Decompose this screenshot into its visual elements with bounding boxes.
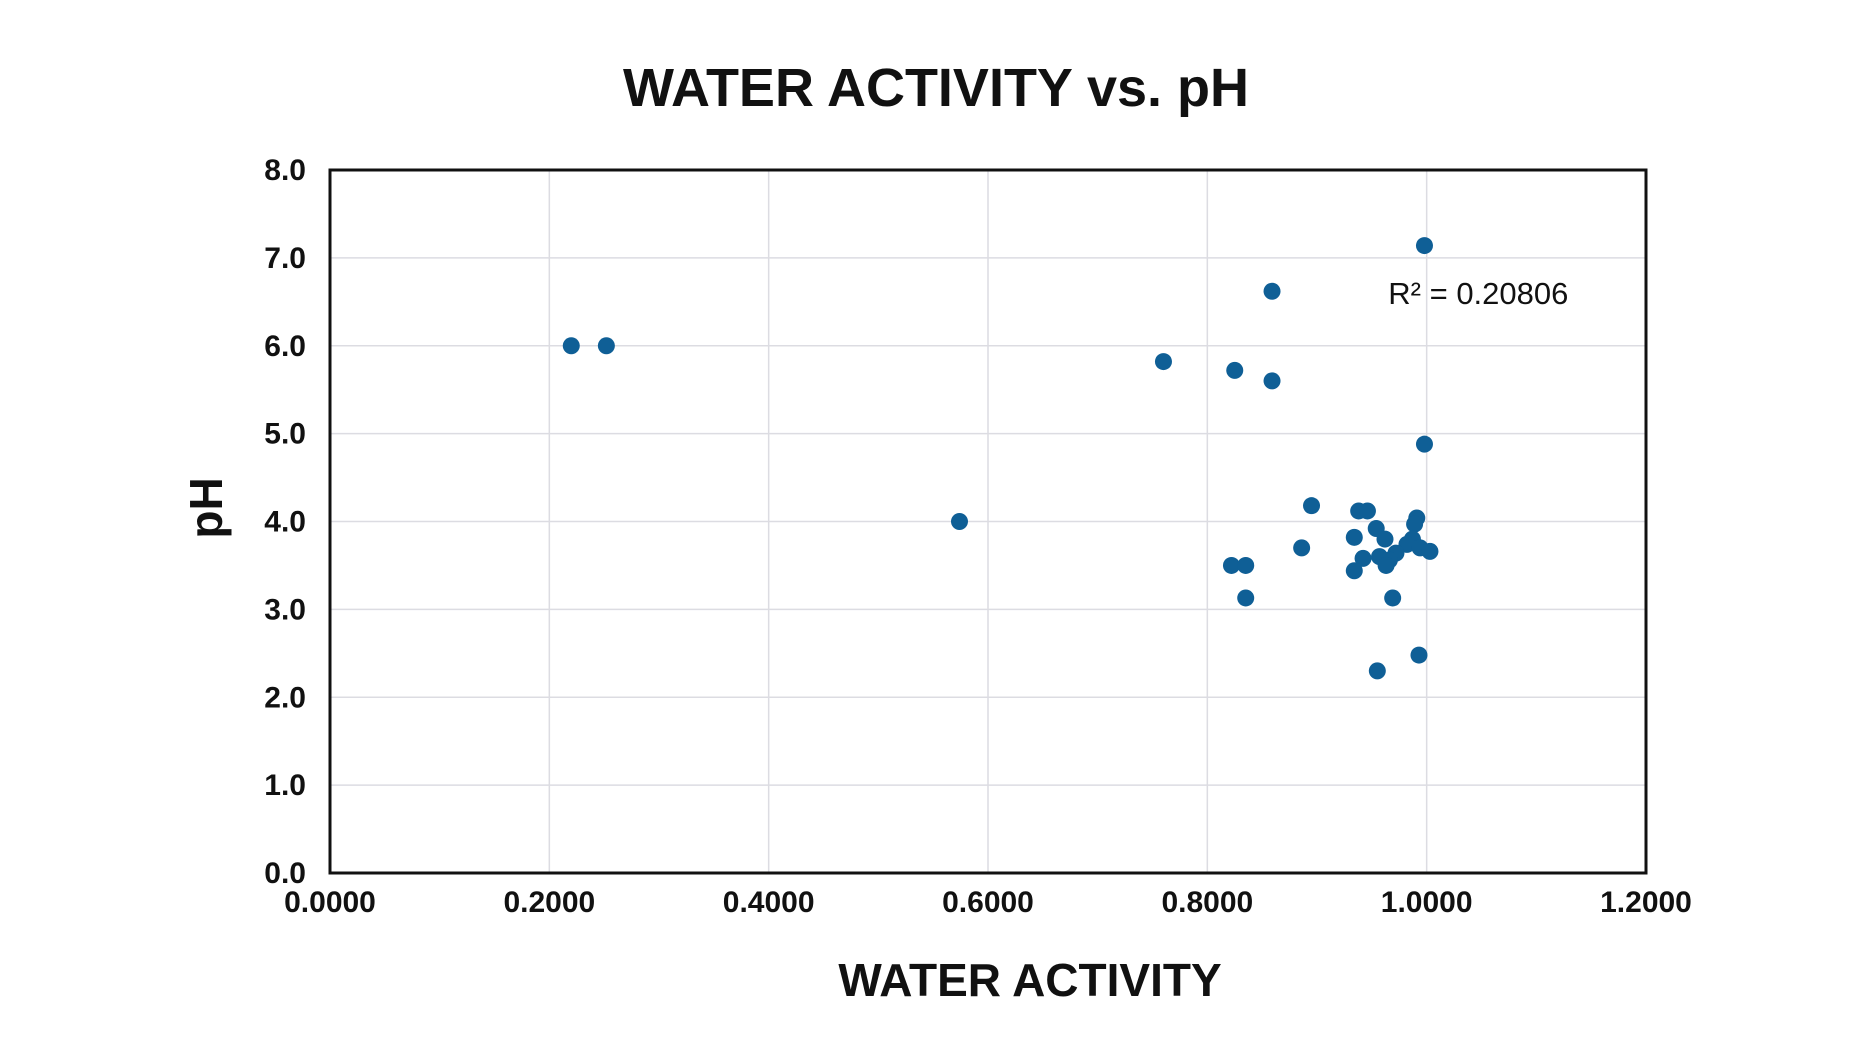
y-tick-label: 0.0: [264, 857, 306, 890]
data-point: [1154, 353, 1172, 371]
data-point: [1406, 515, 1424, 533]
y-tick-label: 6.0: [264, 330, 306, 363]
data-point: [1263, 282, 1281, 300]
x-tick-label: 0.2000: [503, 886, 595, 919]
data-points: [562, 237, 1439, 680]
data-point: [1345, 528, 1363, 546]
data-point: [1237, 589, 1255, 607]
data-point: [1226, 361, 1244, 379]
y-tick-label: 8.0: [264, 154, 306, 187]
plot-area-frame: [328, 168, 1648, 875]
x-tick-label: 1.2000: [1600, 886, 1692, 919]
data-point: [1421, 542, 1439, 560]
x-tick-label: 0.0000: [284, 886, 376, 919]
r-squared-annotation: R² = 0.20806: [1388, 276, 1568, 311]
x-tick-label: 1.0000: [1381, 886, 1473, 919]
data-point: [1376, 530, 1394, 548]
y-axis-tick-labels: 0.0 1.0 2.0 3.0 4.0 5.0 6.0 7.0 8.0: [264, 154, 306, 890]
data-point: [597, 337, 615, 355]
data-point: [1384, 589, 1402, 607]
x-tick-label: 0.4000: [723, 886, 815, 919]
data-point: [1415, 435, 1433, 453]
data-point: [950, 513, 968, 530]
data-point: [1354, 549, 1372, 567]
x-tick-label: 0.8000: [1161, 886, 1253, 919]
x-axis-tick-labels: 0.0000 0.2000 0.4000 0.6000 0.8000 1.0000 1.20…: [284, 886, 1692, 919]
x-tick-label: 0.6000: [942, 886, 1034, 919]
y-tick-label: 5.0: [264, 418, 306, 451]
y-tick-label: 3.0: [264, 593, 306, 626]
data-point: [562, 337, 580, 355]
data-point: [1345, 562, 1363, 580]
y-axis-title: pH: [180, 477, 232, 538]
data-point: [1410, 646, 1428, 664]
gridlines: [330, 170, 1646, 873]
data-point: [1303, 497, 1321, 515]
data-point: [1293, 539, 1311, 557]
y-tick-label: 7.0: [264, 242, 306, 275]
data-point: [1263, 372, 1281, 390]
chart-title: WATER ACTIVITY vs. pH: [623, 58, 1249, 118]
data-point: [1237, 556, 1255, 574]
y-tick-label: 2.0: [264, 681, 306, 714]
data-point: [1377, 556, 1395, 574]
x-axis-title: WATER ACTIVITY: [838, 954, 1221, 1006]
data-point: [1358, 502, 1376, 520]
data-point: [1222, 556, 1240, 574]
data-point: [1368, 662, 1386, 680]
y-tick-label: 1.0: [264, 769, 306, 802]
data-point: [1415, 237, 1433, 255]
y-tick-label: 4.0: [264, 506, 306, 539]
